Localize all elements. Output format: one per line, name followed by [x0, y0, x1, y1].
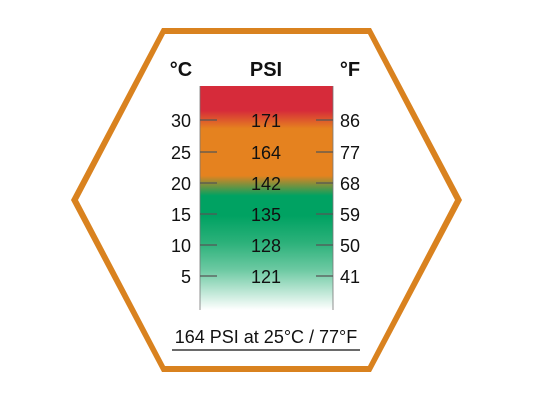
fahrenheit-header: °F [340, 59, 360, 81]
celsius-value: 20 [171, 174, 191, 194]
scale-row: 25 164 77 [171, 143, 360, 163]
psi-value: 121 [251, 267, 281, 287]
scale-row: 15 135 59 [171, 205, 360, 225]
celsius-value: 30 [171, 111, 191, 131]
scale-row: 20 142 68 [171, 174, 360, 194]
fahrenheit-value: 50 [340, 236, 360, 256]
psi-value: 142 [251, 174, 281, 194]
psi-value: 164 [251, 143, 281, 163]
fahrenheit-value: 41 [340, 267, 360, 287]
celsius-value: 25 [171, 143, 191, 163]
fahrenheit-value: 77 [340, 143, 360, 163]
scale-row: 30 171 86 [171, 111, 360, 131]
scale-row: 5 121 41 [181, 267, 360, 287]
psi-header: PSI [250, 59, 282, 81]
scale-row: 10 128 50 [171, 236, 360, 256]
fahrenheit-value: 86 [340, 111, 360, 131]
celsius-value: 10 [171, 236, 191, 256]
celsius-header: °C [170, 59, 192, 81]
psi-value: 171 [251, 111, 281, 131]
caption: 164 PSI at 25°C / 77°F [175, 327, 358, 347]
psi-value: 128 [251, 236, 281, 256]
pressure-gradient-band [200, 86, 333, 310]
psi-value: 135 [251, 205, 281, 225]
fahrenheit-value: 59 [340, 205, 360, 225]
celsius-value: 15 [171, 205, 191, 225]
celsius-value: 5 [181, 267, 191, 287]
fahrenheit-value: 68 [340, 174, 360, 194]
